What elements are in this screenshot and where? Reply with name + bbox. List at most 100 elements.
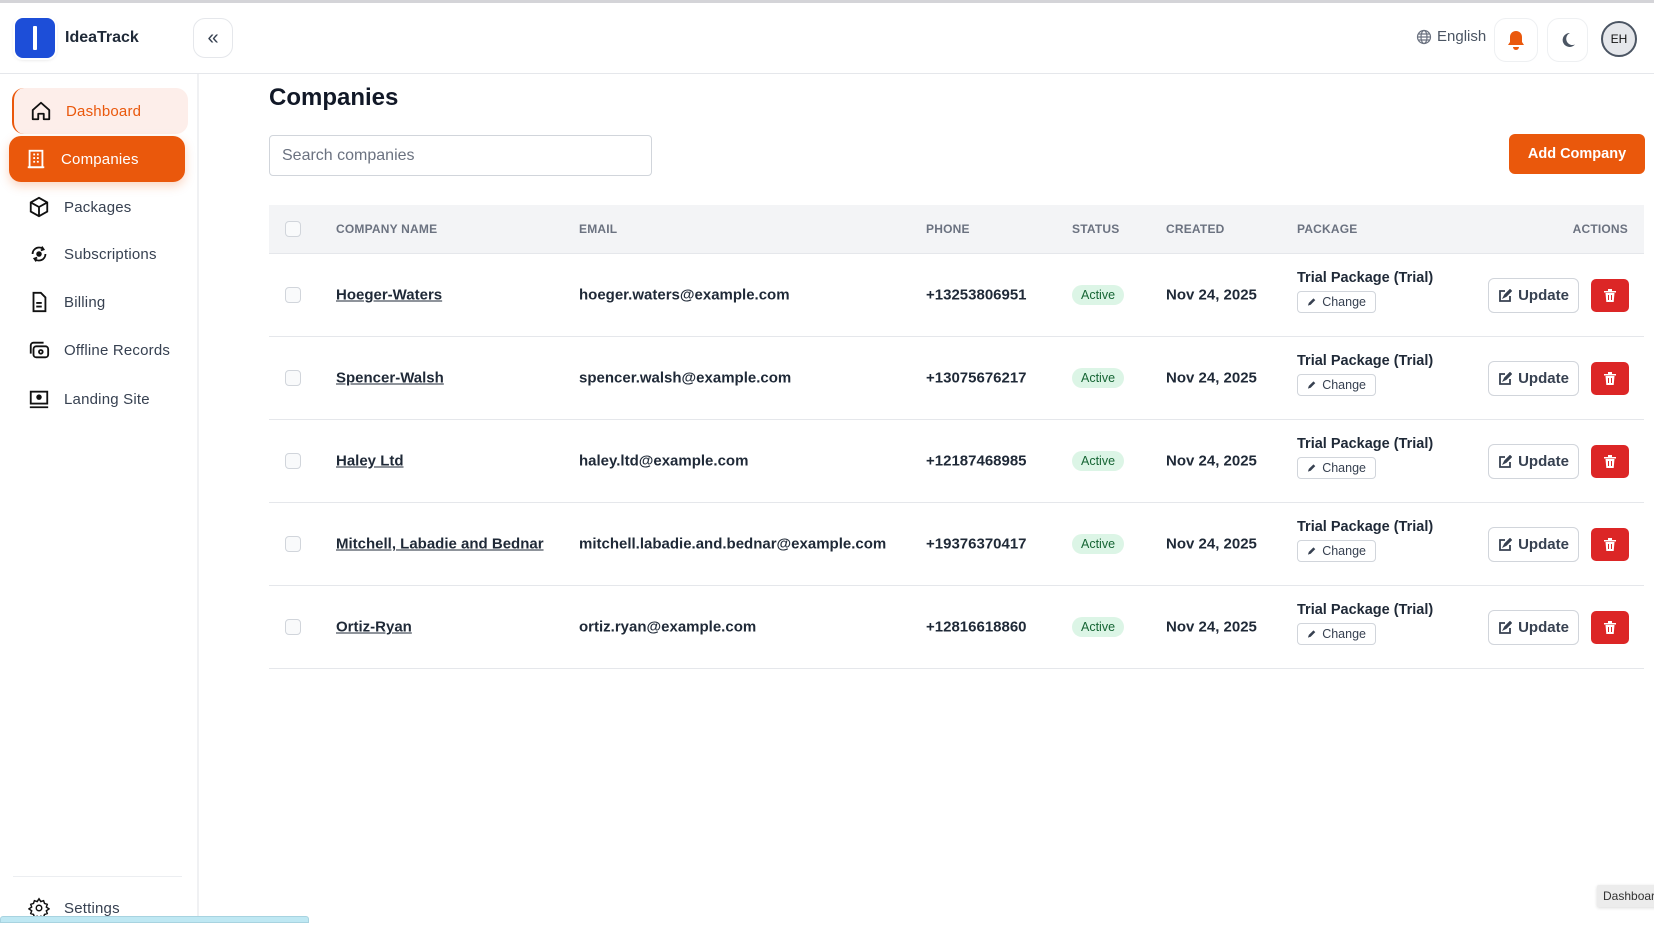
status-url-bar [0, 916, 309, 923]
status-badge: Active [1072, 451, 1125, 471]
change-package-button[interactable]: Change [1297, 623, 1376, 645]
sidebar: Dashboard Companies Packages Subscriptio… [0, 74, 199, 923]
company-name-link[interactable]: Ortiz-Ryan [336, 618, 412, 636]
sidebar-item-dashboard[interactable]: Dashboard [12, 88, 188, 134]
sidebar-divider [13, 876, 182, 877]
delete-button[interactable] [1591, 362, 1629, 395]
sidebar-item-billing[interactable]: Billing [12, 279, 188, 325]
status-badge: Active [1072, 285, 1125, 305]
company-email: spencer.walsh@example.com [579, 369, 792, 387]
package-cell: Trial Package (Trial) Change [1297, 353, 1433, 396]
package-name: Trial Package (Trial) [1297, 436, 1434, 452]
language-selector[interactable]: English [1416, 28, 1486, 45]
row-checkbox[interactable] [285, 453, 301, 469]
package-name: Trial Package (Trial) [1297, 519, 1434, 535]
document-icon [32, 291, 47, 313]
sidebar-item-label: Companies [61, 150, 139, 168]
update-label: Update [1518, 453, 1569, 470]
sidebar-item-label: Billing [64, 293, 106, 311]
company-name-link[interactable]: Hoeger-Waters [336, 286, 443, 304]
sidebar-item-settings[interactable]: Settings [12, 885, 188, 931]
box-icon [29, 196, 49, 218]
header-phone[interactable]: PHONE [926, 222, 970, 236]
header-created[interactable]: CREATED [1166, 222, 1225, 236]
company-email: hoeger.waters@example.com [579, 286, 790, 304]
sidebar-item-label: Packages [64, 198, 132, 216]
row-checkbox[interactable] [285, 536, 301, 552]
sidebar-item-subscriptions[interactable]: Subscriptions [12, 231, 188, 277]
company-email: haley.ltd@example.com [579, 452, 749, 470]
table-row: Hoeger-Waters hoeger.waters@example.com … [269, 254, 1644, 337]
company-name-link[interactable]: Spencer-Walsh [336, 369, 444, 387]
sidebar-item-landing-site[interactable]: Landing Site [12, 376, 188, 422]
pencil-icon [1307, 381, 1316, 389]
subscription-icon [31, 246, 47, 262]
app-name: IdeaTrack [65, 29, 139, 46]
row-checkbox[interactable] [285, 370, 301, 386]
dark-mode-toggle[interactable] [1547, 18, 1588, 62]
header-actions: ACTIONS [1572, 222, 1628, 236]
company-name-link[interactable]: Haley Ltd [336, 452, 404, 470]
delete-button[interactable] [1591, 611, 1629, 644]
user-avatar[interactable]: EH [1601, 21, 1637, 57]
update-button[interactable]: Update [1488, 610, 1579, 645]
add-company-button[interactable]: Add Company [1509, 134, 1645, 174]
home-icon [31, 101, 51, 121]
page-title: Companies [269, 84, 399, 111]
update-button[interactable]: Update [1488, 444, 1579, 479]
update-button[interactable]: Update [1488, 361, 1579, 396]
gear-icon [28, 897, 50, 919]
update-label: Update [1518, 619, 1569, 636]
package-cell: Trial Package (Trial) Change [1297, 519, 1433, 562]
app-logo[interactable] [15, 18, 55, 58]
delete-button[interactable] [1591, 445, 1629, 478]
edit-icon [1499, 454, 1513, 468]
sidebar-item-label: Landing Site [64, 390, 150, 408]
select-all-checkbox[interactable] [285, 221, 301, 237]
pencil-icon [1307, 630, 1316, 638]
header-company-name[interactable]: COMPANY NAME [336, 222, 438, 236]
trash-icon [1604, 372, 1616, 385]
sidebar-item-label: Offline Records [64, 341, 171, 359]
row-checkbox[interactable] [285, 619, 301, 635]
change-label: Change [1322, 461, 1366, 475]
sidebar-item-label: Subscriptions [64, 245, 157, 263]
update-button[interactable]: Update [1488, 278, 1579, 313]
created-date: Nov 24, 2025 [1166, 618, 1257, 636]
edit-icon [1499, 537, 1513, 551]
delete-button[interactable] [1591, 279, 1629, 312]
language-label: English [1437, 28, 1487, 45]
created-date: Nov 24, 2025 [1166, 452, 1257, 470]
header-package[interactable]: PACKAGE [1297, 222, 1358, 236]
table-row: Spencer-Walsh spencer.walsh@example.com … [269, 337, 1644, 420]
table-row: Haley Ltd haley.ltd@example.com +1218746… [269, 420, 1644, 503]
change-package-button[interactable]: Change [1297, 540, 1376, 562]
pencil-icon [1307, 547, 1316, 555]
header-status[interactable]: STATUS [1072, 222, 1120, 236]
row-checkbox[interactable] [285, 287, 301, 303]
cash-icon [29, 341, 50, 359]
update-button[interactable]: Update [1488, 527, 1579, 562]
table-row: Ortiz-Ryan ortiz.ryan@example.com +12816… [269, 586, 1644, 669]
sidebar-item-companies[interactable]: Companies [9, 136, 185, 182]
company-name-link[interactable]: Mitchell, Labadie and Bednar [336, 535, 544, 553]
change-package-button[interactable]: Change [1297, 291, 1376, 313]
company-phone: +13253806951 [926, 286, 1027, 304]
sidebar-item-packages[interactable]: Packages [12, 184, 188, 230]
table-row: Mitchell, Labadie and Bednar mitchell.la… [269, 503, 1644, 586]
sidebar-item-offline-records[interactable]: Offline Records [12, 327, 188, 373]
search-input[interactable] [269, 135, 652, 176]
notifications-button[interactable] [1494, 18, 1538, 62]
window-top-border [0, 0, 1654, 3]
delete-button[interactable] [1591, 528, 1629, 561]
sidebar-item-label: Settings [64, 899, 120, 917]
bell-icon [1508, 31, 1524, 50]
trash-icon [1604, 538, 1616, 551]
table-header: COMPANY NAME EMAIL PHONE STATUS CREATED … [269, 205, 1644, 254]
trash-icon [1604, 289, 1616, 302]
header-email[interactable]: EMAIL [579, 222, 618, 236]
created-date: Nov 24, 2025 [1166, 535, 1257, 553]
change-package-button[interactable]: Change [1297, 374, 1376, 396]
change-package-button[interactable]: Change [1297, 457, 1376, 479]
collapse-sidebar-button[interactable]: « [193, 18, 233, 58]
